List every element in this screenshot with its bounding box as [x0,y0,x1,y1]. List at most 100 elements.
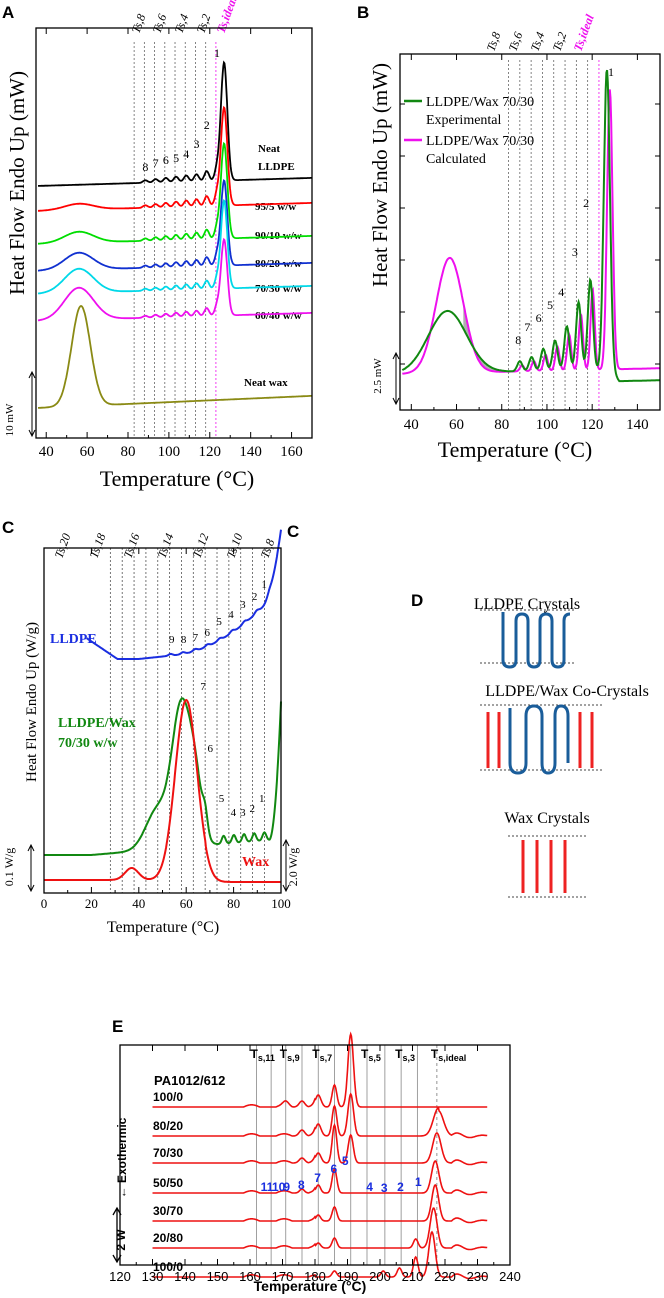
panel-c-label: C [2,518,14,537]
panel-e-legend-title: PA1012/612 [154,1073,225,1088]
legend-experimental-line2: Experimental [426,113,502,128]
panel-a-xlabel: Temperature (°C) [100,466,254,491]
x-tick-label: 120 [109,1269,131,1284]
peak-number-label: 1 [415,1175,422,1189]
x-tick-label: 80 [121,444,136,460]
panel-b-step-label: Ts,6 [506,30,526,53]
series-line-blend [44,697,282,856]
series-label: 100/0 [153,1090,183,1104]
panel-e-label: E [112,1017,123,1036]
peak-number-label: 11 [261,1180,274,1194]
lldpe-peak-label: 7 [193,632,199,644]
step-temperature-label: Ts,9 [280,1047,300,1063]
x-tick-label: 190 [337,1269,359,1284]
x-tick-label: 230 [467,1269,489,1284]
panel-e-scale-label: 2 W [114,1229,128,1251]
blend-peak-label: 4 [231,807,237,819]
panel-c-chart: C C Heat Flow Endo Up (W/g) Temperature … [2,518,300,936]
lldpe-peak-label: 8 [181,634,187,646]
panel-a-step-label: Ts,6 [150,12,170,35]
panel-a-step-label: Ts,4 [172,12,192,35]
panel-d-label: D [411,591,423,610]
panel-e-xlabel: Temperature (°C) [254,1278,367,1294]
series-line-calculated [402,89,660,375]
panel-b-step-label: Ts,4 [528,30,548,53]
x-tick-label: 100 [271,896,291,911]
panel-a-chart: A Heat Flow Endo Up (mW) Temperature (°C… [2,0,313,491]
wax-crystals-title: Wax Crystals [504,810,589,827]
peak-number-label: 9 [283,1180,290,1194]
x-tick-label: 170 [272,1269,294,1284]
x-tick-label: 120 [581,417,604,433]
series-label-blend: LLDPE/Wax [58,716,136,731]
x-tick-label: 0 [41,896,48,911]
series-label-blend: 70/30 w/w [58,736,118,751]
x-tick-label: 160 [280,444,303,460]
series-line-neat-wax [38,305,312,409]
peak-number-label: 5 [547,298,553,312]
panel-a-frame [35,27,313,439]
peak-number-label: 2 [583,196,589,210]
scale-bar-arrows [27,843,35,893]
x-tick-label: 40 [404,417,419,433]
x-tick-label: 200 [369,1269,391,1284]
series-label-neat-lldpe: LLDPE [258,161,295,173]
series-label: 50/50 [153,1176,183,1190]
series-line-50-50 [152,1159,488,1196]
peak-number-label: 3 [194,137,200,151]
panel-b-legend: LLDPE/Wax 70/30 Experimental LLDPE/Wax 7… [404,95,534,167]
x-tick-label: 140 [174,1269,196,1284]
panel-a-ylabel: Heat Flow Endo Up (mW) [5,71,29,295]
panel-b-step-label: Ts,8 [484,30,504,53]
x-tick-label: 160 [239,1269,261,1284]
panel-b-xlabel: Temperature (°C) [438,437,592,462]
blend-peak-label: 5 [219,793,225,805]
x-tick-label: 40 [132,896,145,911]
lldpe-peak-label: 2 [252,591,258,603]
lldpe-peak-label: 6 [205,627,211,639]
x-tick-label: 100 [536,417,559,433]
x-tick-label: 210 [402,1269,424,1284]
x-tick-label: 80 [227,896,240,911]
panel-c-xlabel: Temperature (°C) [107,919,219,936]
scale-bar-arrows [112,1206,122,1264]
peak-number-label: 5 [342,1154,349,1168]
blend-peak-label: 2 [250,803,256,815]
panel-b-chart: B Heat Flow Endo Up (mW) Temperature (°C… [357,3,661,462]
series-line-30-70 [152,1183,488,1224]
series-label-wax: Wax [242,855,269,870]
peak-number-label: 3 [381,1181,388,1195]
legend-experimental-line1: LLDPE/Wax 70/30 [426,95,534,110]
peak-number-label: 3 [572,245,578,259]
series-line-95-5-w-w [38,105,312,212]
scale-bar-arrows [392,351,400,406]
x-tick-label: 240 [499,1269,521,1284]
lldpe-peak-label: 9 [169,634,175,646]
x-tick-label: 140 [626,417,649,433]
legend-calculated-line1: LLDPE/Wax 70/30 [426,134,534,149]
x-tick-label: 60 [80,444,95,460]
lldpe-peak-label: 4 [228,609,234,621]
lldpe-peak-label: 3 [240,599,246,611]
x-tick-label: 60 [180,896,193,911]
series-line-70-30-w-w [37,198,312,295]
peak-number-label: 1 [214,46,220,60]
lldpe-crystals-title: LLDPE Crystals [474,596,580,613]
series-line-100-0 [152,1230,488,1280]
peak-number-label: 7 [524,320,530,334]
x-tick-label: 40 [39,444,54,460]
series-label-neat-wax: Neat wax [244,377,288,389]
blend-peak-label: 1 [259,793,265,805]
panel-b-step-label: Ts,2 [550,30,570,53]
peak-number-label: 4 [183,147,189,161]
series-label-60-40: 60/40 w/w [255,310,302,322]
peak-number-label: 6 [331,1162,338,1176]
panel-c-ylabel: Heat Flow Endo Up (W/g) [24,622,40,782]
legend-calculated-line2: Calculated [426,152,486,167]
series-line-80-20-w-w [38,178,312,272]
x-tick-label: 120 [199,444,222,460]
step-temperature-label: Ts,11 [251,1047,275,1063]
peak-number-label: 8 [515,333,521,347]
peak-number-label: 6 [536,311,542,325]
